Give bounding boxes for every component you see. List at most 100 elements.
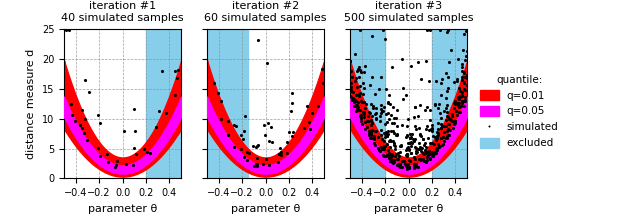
Point xyxy=(435,28,445,31)
Point xyxy=(383,132,393,136)
Point xyxy=(392,134,403,137)
Point xyxy=(454,95,465,98)
Point xyxy=(81,78,91,82)
Point xyxy=(420,141,430,145)
Point xyxy=(420,151,431,155)
Point xyxy=(454,95,465,99)
Point xyxy=(371,129,381,132)
Point xyxy=(435,112,445,115)
Point xyxy=(442,114,452,118)
Point xyxy=(361,102,371,106)
Point xyxy=(216,117,227,121)
Point xyxy=(367,128,378,132)
Point xyxy=(253,38,263,41)
Point xyxy=(348,96,358,99)
Point xyxy=(353,105,364,108)
Point xyxy=(461,50,472,53)
Point xyxy=(367,75,378,79)
Point xyxy=(430,102,440,106)
Title: iteration #3
500 simulated samples: iteration #3 500 simulated samples xyxy=(344,1,474,23)
Point xyxy=(436,116,447,119)
Point xyxy=(389,158,399,162)
Point xyxy=(447,114,457,118)
Point xyxy=(236,147,246,150)
Point xyxy=(442,134,452,138)
Point xyxy=(371,107,381,110)
Point xyxy=(129,107,140,111)
Point xyxy=(378,153,388,157)
Point xyxy=(425,28,435,31)
Point xyxy=(402,146,412,150)
Point xyxy=(412,150,422,153)
Point xyxy=(236,133,246,137)
Point xyxy=(266,125,276,128)
Point xyxy=(454,97,465,100)
Point xyxy=(433,142,443,146)
Point xyxy=(376,103,386,106)
Point xyxy=(438,124,449,128)
Point xyxy=(95,155,105,158)
Point xyxy=(457,75,467,79)
Point xyxy=(231,124,241,128)
Point xyxy=(389,141,399,145)
Title: iteration #1
40 simulated samples: iteration #1 40 simulated samples xyxy=(61,1,184,23)
Point xyxy=(349,100,359,103)
Point xyxy=(454,106,465,109)
Point xyxy=(408,139,419,143)
Point xyxy=(403,165,413,169)
Point xyxy=(404,167,414,170)
Point xyxy=(380,132,390,136)
Point xyxy=(390,133,401,136)
Point xyxy=(385,146,396,149)
Point xyxy=(407,132,417,136)
Point xyxy=(151,126,161,129)
Point xyxy=(381,143,392,146)
Point xyxy=(263,122,273,125)
Point xyxy=(346,88,356,91)
Point xyxy=(437,77,447,81)
Point xyxy=(356,120,367,123)
Point xyxy=(427,129,437,133)
Point xyxy=(351,109,362,112)
Point xyxy=(228,123,239,126)
Point xyxy=(381,87,391,91)
Point xyxy=(376,75,386,78)
Point xyxy=(317,81,328,84)
Point xyxy=(253,143,264,147)
Point xyxy=(170,69,180,73)
Point xyxy=(383,140,394,143)
Point xyxy=(385,103,395,106)
Point xyxy=(449,122,460,126)
Point xyxy=(405,136,415,139)
Point xyxy=(95,122,105,125)
Point xyxy=(369,134,380,137)
Point xyxy=(355,114,365,118)
Point xyxy=(459,88,469,91)
Point xyxy=(429,143,439,146)
Point xyxy=(368,105,378,108)
Point xyxy=(462,84,472,87)
Point xyxy=(452,80,462,83)
Point xyxy=(388,143,399,147)
Point xyxy=(360,127,371,130)
Point xyxy=(436,122,446,125)
Point xyxy=(411,164,421,167)
Point xyxy=(443,127,453,131)
Point xyxy=(392,132,402,136)
Point xyxy=(351,103,361,107)
Point xyxy=(410,165,420,169)
Point xyxy=(381,154,391,157)
Point xyxy=(352,104,362,108)
Point xyxy=(441,125,451,128)
Point xyxy=(425,141,435,145)
Point xyxy=(349,53,360,56)
Point xyxy=(287,134,297,137)
Point xyxy=(77,108,88,111)
Point xyxy=(216,99,226,103)
Point xyxy=(382,120,392,123)
Point xyxy=(441,96,451,100)
Point xyxy=(259,123,269,126)
Point xyxy=(454,110,465,114)
Point xyxy=(351,99,361,103)
Point xyxy=(393,162,403,165)
